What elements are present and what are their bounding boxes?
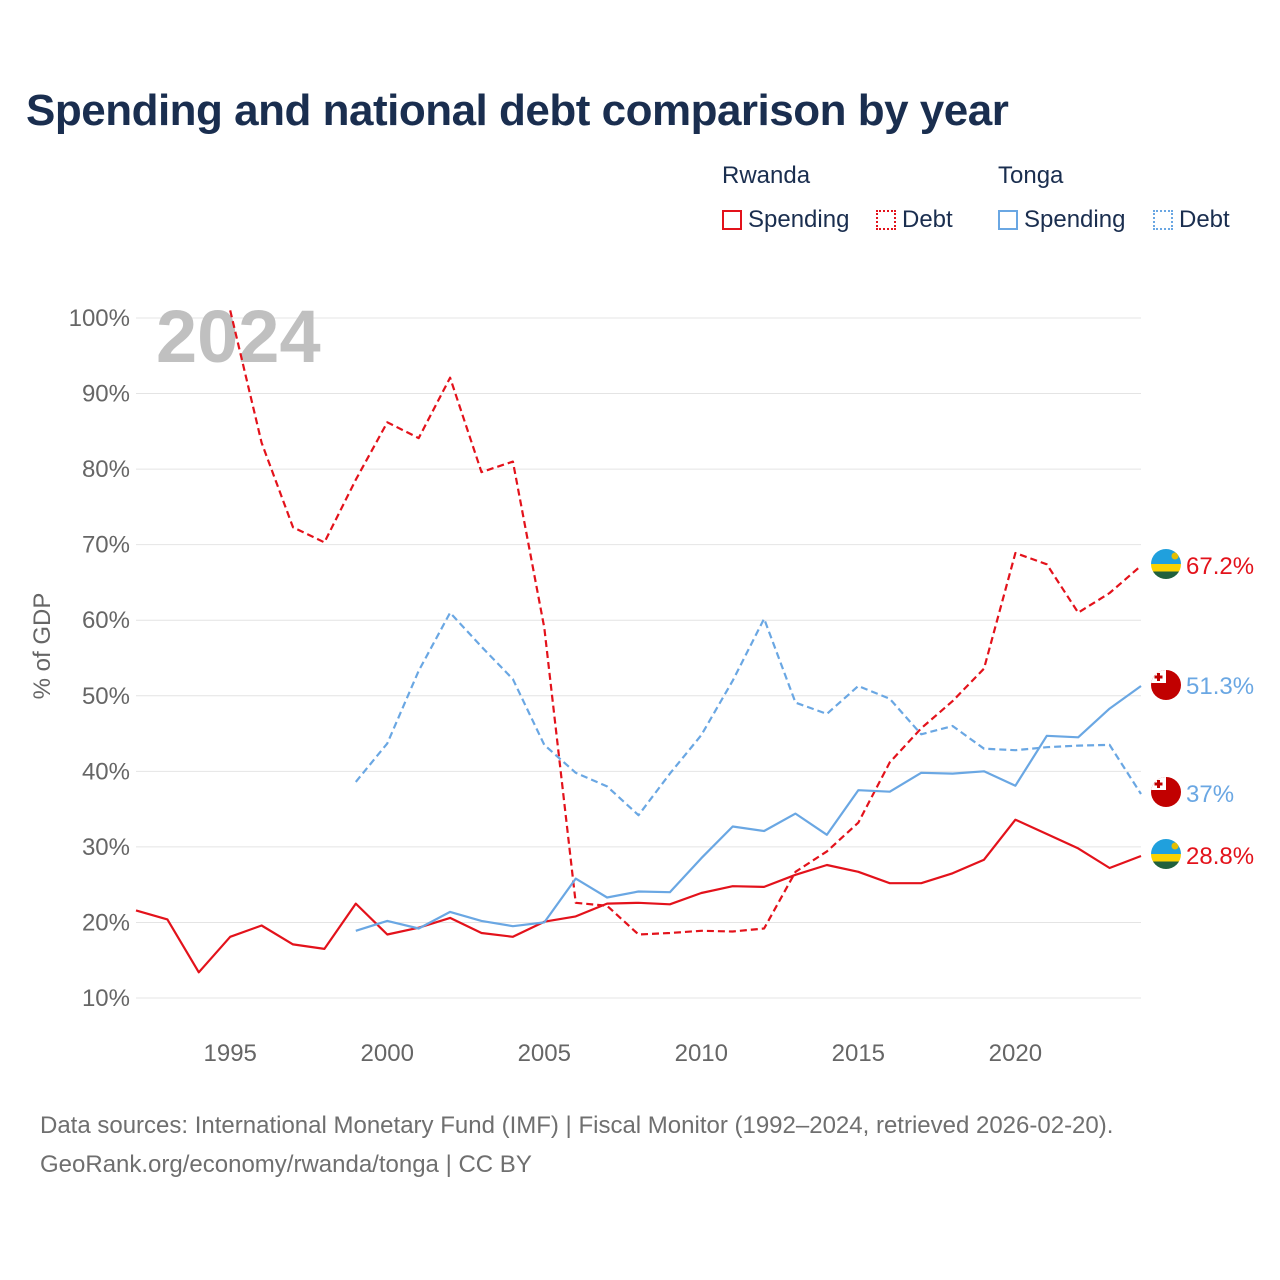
tonga-debt-end-label: 37% <box>1186 781 1234 808</box>
y-tick-label: 50% <box>82 683 130 710</box>
y-tick-label: 40% <box>82 758 130 785</box>
rwanda-spending-line <box>135 818 1142 974</box>
rwanda-flag-icon <box>1151 549 1181 579</box>
y-tick-label: 90% <box>82 381 130 408</box>
y-axis-label: % of GDP <box>29 593 56 700</box>
legend-tonga-spending-label: Spending <box>1024 206 1126 233</box>
y-tick-label: 60% <box>82 607 130 634</box>
legend-rwanda-spending-label: Spending <box>748 206 850 233</box>
legend-tonga-debt-label: Debt <box>1179 206 1230 233</box>
x-tick-label: 2015 <box>832 1040 885 1067</box>
y-tick-label: 80% <box>82 456 130 483</box>
rwanda-flag-icon <box>1151 839 1181 869</box>
x-tick-label: 2005 <box>518 1040 571 1067</box>
legend-rwanda-label: Rwanda <box>722 162 811 189</box>
y-tick-label: 100% <box>69 305 130 332</box>
data-source-note: Data sources: International Monetary Fun… <box>40 1106 1113 1184</box>
rwanda-spending-end-label: 28.8% <box>1186 843 1254 870</box>
legend-swatch-rwanda-debt <box>876 210 896 230</box>
legend-swatch-rwanda-spending <box>722 210 742 230</box>
legend-rwanda-debt-label: Debt <box>902 206 953 233</box>
year-watermark: 2024 <box>156 295 321 378</box>
tonga-spending-end-label: 51.3% <box>1186 673 1254 700</box>
x-tick-label: 2020 <box>989 1040 1042 1067</box>
y-tick-label: 10% <box>82 985 130 1012</box>
y-tick-label: 70% <box>82 532 130 559</box>
legend-tonga-label: Tonga <box>998 162 1064 189</box>
legend-rwanda-debt[interactable]: Debt <box>876 204 953 236</box>
legend-swatch-tonga-spending <box>998 210 1018 230</box>
y-tick-label: 30% <box>82 834 130 861</box>
rwanda-debt-end-label: 67.2% <box>1186 553 1254 580</box>
tonga-debt-line <box>354 611 1142 817</box>
tonga-flag-icon <box>1151 670 1181 700</box>
x-tick-label: 2000 <box>361 1040 414 1067</box>
legend-swatch-tonga-debt <box>1153 210 1173 230</box>
source-line-1: Data sources: International Monetary Fun… <box>40 1112 1114 1139</box>
tonga-spending-line <box>355 685 1142 932</box>
rwanda-debt-line <box>229 310 1142 936</box>
chart-title: Spending and national debt comparison by… <box>26 86 1009 135</box>
legend-tonga-debt[interactable]: Debt <box>1153 204 1230 236</box>
legend-tonga-spending[interactable]: Spending <box>998 204 1125 236</box>
tonga-flag-icon <box>1151 777 1181 807</box>
legend-rwanda-spending[interactable]: Spending <box>722 204 849 236</box>
x-tick-label: 1995 <box>204 1040 257 1067</box>
y-tick-label: 20% <box>82 909 130 936</box>
source-line-2: GeoRank.org/economy/rwanda/tonga | CC BY <box>40 1151 532 1178</box>
x-tick-label: 2010 <box>675 1040 728 1067</box>
